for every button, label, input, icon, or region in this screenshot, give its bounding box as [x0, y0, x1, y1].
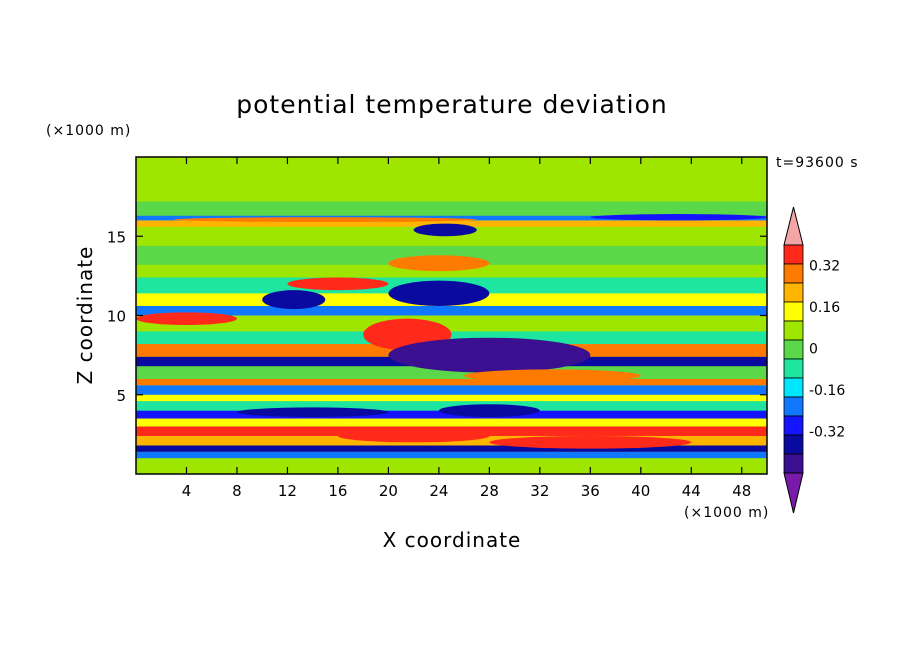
plot-area: [135, 156, 768, 475]
x-tick-label: 16: [328, 482, 347, 500]
colorbar-segment: [783, 301, 804, 322]
colorbar-segment: [783, 282, 804, 303]
colorbar-segment: [783, 339, 804, 360]
contour-feature: [173, 217, 477, 222]
contour-feature: [464, 369, 641, 383]
colorbar-tick-label: 0: [809, 342, 818, 358]
contour-feature: [388, 337, 591, 373]
contour-band: [136, 264, 767, 278]
x-tick-label: 4: [182, 482, 192, 500]
contour-band: [136, 418, 767, 427]
chart-title: potential temperature deviation: [236, 90, 667, 119]
colorbar-segment: [783, 358, 804, 379]
colorbar-segment: [783, 320, 804, 341]
contour-feature: [236, 407, 389, 417]
x-axis: 4 8 12 16 20 24 28 32 36 40 44 48: [182, 157, 751, 500]
contour-band: [136, 445, 767, 452]
y-axis: 5 10 15: [107, 228, 767, 405]
x-tick-label: 40: [631, 482, 650, 500]
contour-band: [136, 226, 767, 246]
colorbar-segment: [783, 396, 804, 417]
contour-feature: [136, 312, 237, 326]
contour-band: [136, 385, 767, 395]
y-tick-label: 5: [116, 387, 126, 405]
x-tick-label: 24: [429, 482, 448, 500]
contour-band: [136, 378, 767, 386]
colorbar-segment: [783, 377, 804, 398]
contour-band: [136, 458, 767, 474]
contour-band: [136, 394, 767, 402]
contour-band: [136, 220, 767, 227]
colorbar-tick-label: 0.32: [809, 259, 840, 275]
contour-feature: [489, 435, 692, 449]
x-tick-label: 44: [682, 482, 701, 500]
contour-band: [136, 157, 767, 202]
x-tick-label: 28: [480, 482, 499, 500]
x-unit-label: (×1000 m): [684, 505, 769, 521]
contour-band: [136, 201, 767, 216]
contour-band: [136, 401, 767, 411]
x-axis-label: X coordinate: [383, 528, 522, 552]
contour-feature: [337, 429, 490, 443]
colorbar: 0.32 0.16 0 -0.16 -0.32: [783, 206, 845, 514]
colorbar-tick-label: -0.32: [809, 425, 845, 441]
colorbar-segment: [783, 244, 804, 265]
contour-feature: [413, 223, 477, 237]
x-tick-label: 36: [581, 482, 600, 500]
contour-feature: [262, 290, 326, 310]
contour-feature: [438, 404, 540, 417]
y-tick-label: 10: [107, 308, 126, 326]
x-tick-label: 32: [530, 482, 549, 500]
y-unit-label: (×1000 m): [46, 123, 131, 139]
colorbar-max-arrow: [783, 206, 804, 246]
contour-band: [136, 245, 767, 265]
x-tick-label: 48: [732, 482, 751, 500]
contour-band: [136, 451, 767, 459]
contour-band: [136, 305, 767, 316]
contour-feature: [388, 255, 490, 272]
contour-band: [136, 331, 767, 345]
colorbar-tick-label: 0.16: [809, 300, 840, 316]
contour-feature: [590, 214, 767, 221]
colorbar-segment: [783, 453, 804, 474]
y-tick-label: 15: [107, 228, 126, 246]
y-axis-label: Z coordinate: [73, 246, 97, 385]
contour-feature: [388, 280, 490, 306]
colorbar-tick-label: -0.16: [809, 383, 845, 399]
x-tick-label: 20: [379, 482, 398, 500]
contour-band: [136, 315, 767, 332]
x-tick-label: 8: [232, 482, 242, 500]
colorbar-min-arrow: [783, 472, 804, 514]
colorbar-segment: [783, 434, 804, 455]
colorbar-segment: [783, 415, 804, 436]
contour-feature: [287, 277, 389, 291]
x-tick-label: 12: [278, 482, 297, 500]
colorbar-segment: [783, 263, 804, 284]
contour-band: [136, 215, 767, 221]
time-label: t=93600 s: [776, 155, 859, 171]
